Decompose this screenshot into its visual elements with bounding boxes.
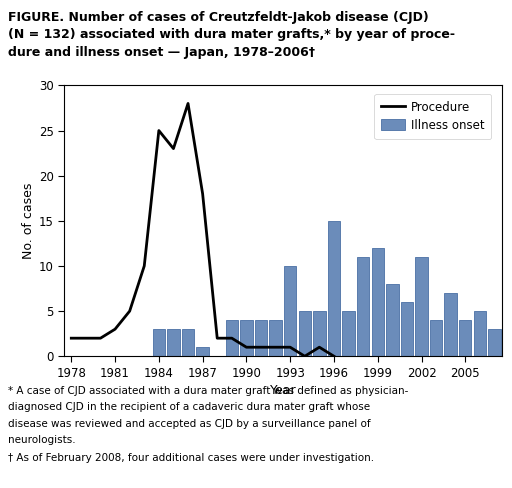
Bar — [474, 311, 486, 356]
Bar — [284, 266, 296, 356]
Bar — [328, 221, 340, 356]
Bar — [459, 320, 472, 356]
Bar — [298, 311, 311, 356]
Bar — [488, 329, 501, 356]
Bar — [415, 257, 428, 356]
Bar — [226, 320, 238, 356]
Text: diagnosed CJD in the recipient of a cadaveric dura mater graft whose: diagnosed CJD in the recipient of a cada… — [8, 402, 370, 412]
Bar — [255, 320, 267, 356]
Text: (N = 132) associated with dura mater grafts,* by year of proce-: (N = 132) associated with dura mater gra… — [8, 28, 455, 41]
Text: dure and illness onset — Japan, 1978–2006†: dure and illness onset — Japan, 1978–200… — [8, 46, 315, 59]
Bar — [182, 329, 194, 356]
Bar — [343, 311, 355, 356]
Bar — [153, 329, 165, 356]
Text: * A case of CJD associated with a dura mater graft was defined as physician-: * A case of CJD associated with a dura m… — [8, 386, 408, 395]
Bar — [372, 248, 384, 356]
Text: † As of February 2008, four additional cases were under investigation.: † As of February 2008, four additional c… — [8, 453, 374, 463]
Legend: Procedure, Illness onset: Procedure, Illness onset — [374, 94, 492, 139]
Bar — [386, 284, 398, 356]
Bar — [430, 320, 442, 356]
Bar — [197, 347, 209, 356]
Text: neurologists.: neurologists. — [8, 435, 75, 445]
Bar — [269, 320, 282, 356]
Y-axis label: No. of cases: No. of cases — [22, 183, 34, 259]
Bar — [240, 320, 252, 356]
Text: FIGURE. Number of cases of Creutzfeldt-Jakob disease (CJD): FIGURE. Number of cases of Creutzfeldt-J… — [8, 11, 429, 24]
Text: disease was reviewed and accepted as CJD by a surveillance panel of: disease was reviewed and accepted as CJD… — [8, 419, 370, 428]
Bar — [357, 257, 369, 356]
X-axis label: Year: Year — [269, 384, 296, 397]
Bar — [444, 293, 457, 356]
Bar — [313, 311, 326, 356]
Bar — [167, 329, 180, 356]
Bar — [401, 302, 413, 356]
